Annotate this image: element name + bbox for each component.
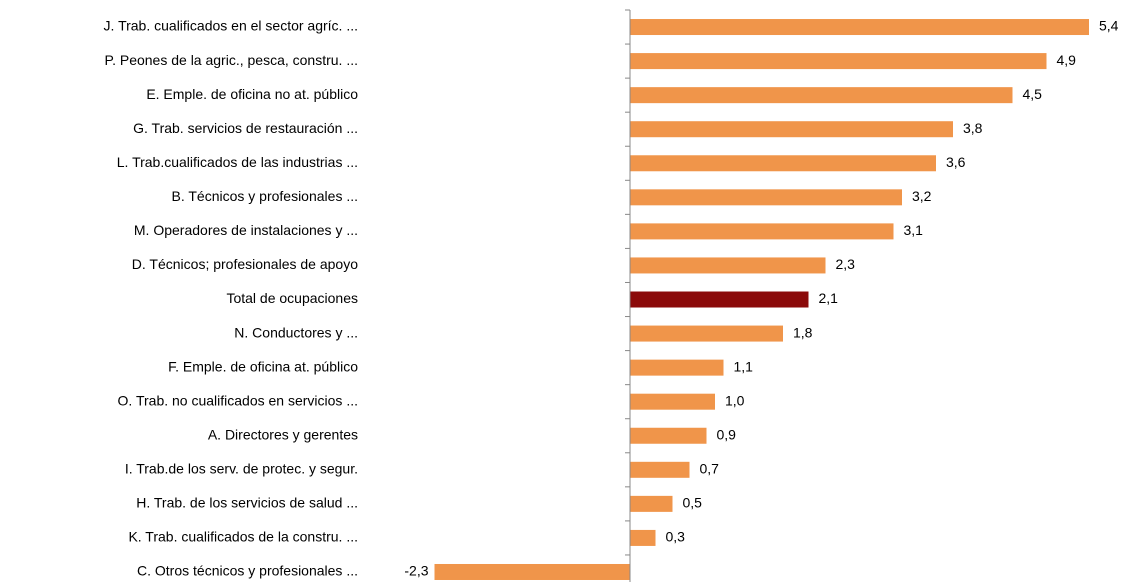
category-label: J. Trab. cualificados en el sector agríc… xyxy=(104,18,358,34)
value-label: 3,8 xyxy=(963,120,983,136)
bar xyxy=(630,19,1089,36)
bar xyxy=(630,359,724,376)
value-label: 1,0 xyxy=(725,392,745,408)
category-label: P. Peones de la agric., pesca, constru. … xyxy=(105,52,358,68)
value-label: 4,9 xyxy=(1057,52,1077,68)
bar xyxy=(630,529,656,546)
bar xyxy=(630,87,1013,104)
value-label: 0,9 xyxy=(717,426,737,442)
bar xyxy=(630,189,902,206)
category-label: K. Trab. cualificados de la constru. ... xyxy=(128,529,358,545)
category-label: F. Emple. de oficina at. público xyxy=(168,358,358,374)
category-label: H. Trab. de los servicios de salud ... xyxy=(136,495,358,511)
category-label: C. Otros técnicos y profesionales ... xyxy=(137,563,358,579)
bar xyxy=(630,257,826,274)
value-label: 3,1 xyxy=(904,222,924,238)
value-label: 0,7 xyxy=(700,461,720,477)
value-label: -2,3 xyxy=(404,563,428,579)
category-label: E. Emple. de oficina no at. público xyxy=(146,86,358,102)
bar xyxy=(434,563,630,580)
bar xyxy=(630,393,715,410)
value-label: 3,2 xyxy=(912,188,932,204)
category-label: Total de ocupaciones xyxy=(226,290,358,306)
value-label: 5,4 xyxy=(1099,18,1119,34)
value-label: 3,6 xyxy=(946,154,966,170)
value-label: 0,5 xyxy=(683,495,703,511)
category-label: L. Trab.cualificados de las industrias .… xyxy=(117,154,358,170)
category-label: G. Trab. servicios de restauración ... xyxy=(133,120,358,136)
value-label: 1,8 xyxy=(793,324,813,340)
bar xyxy=(630,495,673,512)
value-label: 1,1 xyxy=(734,358,754,374)
category-label: D. Técnicos; profesionales de apoyo xyxy=(132,256,358,272)
value-label: 0,3 xyxy=(666,529,686,545)
category-label: N. Conductores y ... xyxy=(234,324,358,340)
value-label: 2,3 xyxy=(836,256,856,272)
bar xyxy=(630,223,894,240)
category-label: B. Técnicos y profesionales ... xyxy=(172,188,359,204)
category-label: A. Directores y gerentes xyxy=(208,426,358,442)
bar xyxy=(630,291,809,308)
bar xyxy=(630,325,783,342)
bar xyxy=(630,121,953,138)
value-label: 4,5 xyxy=(1023,86,1043,102)
bar xyxy=(630,427,707,444)
category-label: O. Trab. no cualificados en servicios ..… xyxy=(118,392,358,408)
bar xyxy=(630,53,1047,70)
bar xyxy=(630,155,936,172)
bar xyxy=(630,461,690,478)
value-label: 2,1 xyxy=(819,290,839,306)
category-label: M. Operadores de instalaciones y ... xyxy=(134,222,358,238)
category-label: I. Trab.de los serv. de protec. y segur. xyxy=(125,461,358,477)
